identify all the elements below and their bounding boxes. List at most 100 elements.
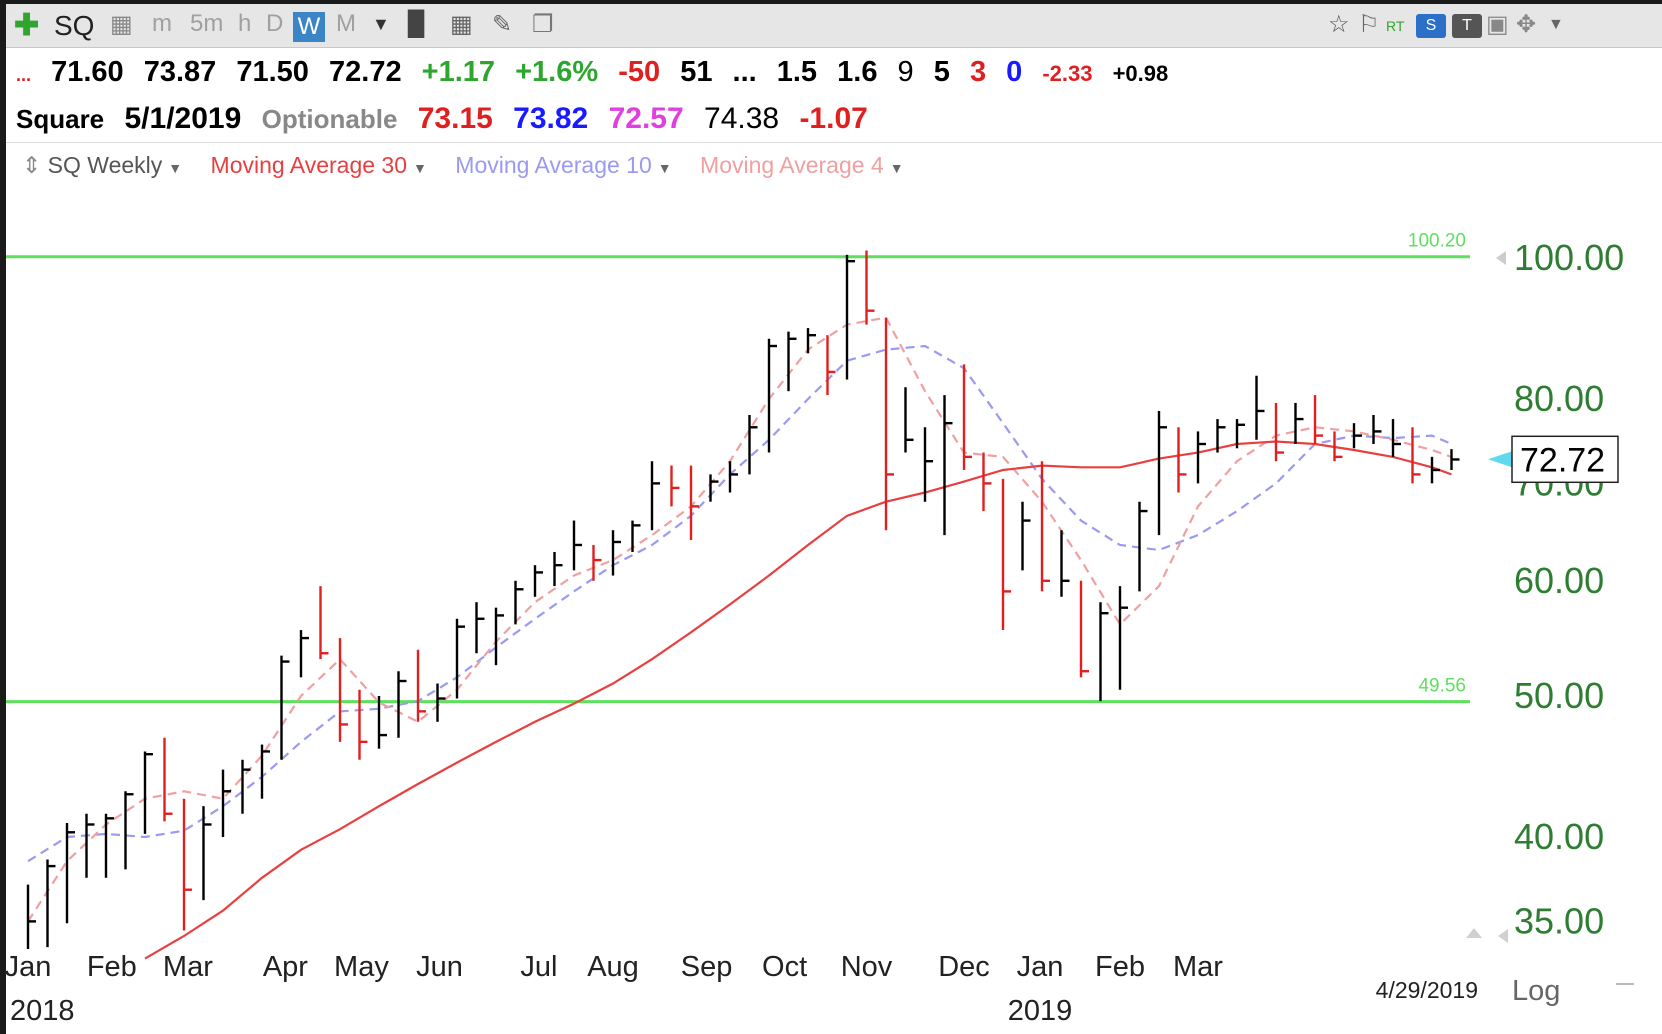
ohlc-bar (845, 254, 855, 380)
symbol-label[interactable]: SQ (54, 10, 95, 41)
ohlc-bar (826, 335, 836, 396)
x-axis-month-label: May (334, 951, 389, 983)
ohlc-bar (631, 520, 641, 552)
ohlc-bar (163, 737, 173, 822)
period-m[interactable]: m (152, 10, 172, 37)
header-value-4: 74.38 (704, 102, 780, 135)
drag-handle-icon[interactable]: ⇕ (22, 152, 42, 178)
ohlc-bar (611, 530, 621, 576)
realtime-label[interactable]: RT (1386, 18, 1405, 34)
chevron-down-icon[interactable]: ▼ (413, 160, 427, 176)
scroll-left-icon[interactable] (1498, 929, 1508, 943)
legend-ma4[interactable]: Moving Average 4 ▼ (700, 152, 904, 178)
quote-field-7: 5 (933, 56, 950, 88)
ohlc-bar (143, 751, 153, 834)
quote-field-2: 51 (680, 56, 713, 88)
x-axis-month-label: Sep (681, 951, 733, 983)
ohlc-bar (553, 551, 563, 587)
quote-close: 72.72 (329, 56, 402, 88)
ohlc-bar (1430, 456, 1440, 484)
quote-field-5: 1.6 (837, 56, 878, 88)
x-axis-month-label: Jan (1017, 951, 1064, 983)
end-date-label: 4/29/2019 (1376, 977, 1478, 1003)
x-axis-month-label: Jan (5, 951, 52, 983)
ohlc-bar (1060, 530, 1070, 597)
quote-field-3: ... (732, 56, 757, 88)
ohlc-bar (923, 427, 933, 502)
legend-ma4-label: Moving Average 4 (700, 152, 884, 178)
ohlc-bar (280, 655, 290, 760)
add-icon[interactable]: ✚ (14, 9, 40, 42)
ohlc-bar (455, 618, 465, 699)
quote-field-1: -50 (618, 56, 661, 88)
period-d[interactable]: D (266, 10, 284, 37)
legend-ma30[interactable]: Moving Average 30 ▼ (211, 152, 434, 178)
star-icon[interactable]: ☆ (1328, 11, 1350, 38)
legend-symbol[interactable]: ⇕ SQ Weekly ▼ (22, 152, 189, 178)
optionable-label: Optionable (261, 104, 398, 134)
ohlc-bar (514, 580, 524, 625)
ohlc-bar (65, 822, 75, 924)
legend-ma10-label: Moving Average 10 (455, 152, 652, 178)
ohlc-bar (202, 806, 212, 901)
quote-change-pct: +1.6% (515, 56, 599, 88)
ohlc-bar (904, 387, 914, 453)
move-icon[interactable]: ✥ (1516, 11, 1537, 38)
ohlc-bar (221, 769, 231, 838)
save-icon[interactable]: ▣ (1486, 11, 1509, 38)
period-5m[interactable]: 5m (190, 10, 224, 37)
ohlc-bar (689, 465, 699, 541)
ohlc-bar (748, 415, 758, 475)
ohlc-bar (1352, 423, 1362, 449)
scroll-up-icon[interactable] (1466, 928, 1482, 938)
ohlc-bar (943, 395, 953, 536)
x-axis-year-label: 2019 (1008, 995, 1073, 1027)
last-price-box (1511, 435, 1619, 484)
chevron-down-icon[interactable]: ▼ (657, 160, 672, 176)
ohlc-bar (1196, 431, 1206, 484)
ohlc-bar (865, 250, 875, 325)
grid-icon[interactable]: ▦ (450, 11, 473, 38)
link-icon[interactable]: ▦ (110, 11, 133, 38)
chart-toolbar: ✚ SQ ▦ m 5m h D W M ▼ ▉ ▦ ✎ ❐ ☆ ⚐ RT S T… (6, 0, 1662, 48)
ohlc-bar (1333, 431, 1343, 462)
ohlc-bar (85, 813, 95, 878)
ohlc-bar (1450, 449, 1460, 470)
ohlc-bar (1021, 501, 1031, 571)
chevron-down-icon[interactable]: ▼ (168, 160, 183, 176)
period-h[interactable]: h (238, 10, 252, 37)
log-scale-toggle[interactable]: Log (1512, 975, 1560, 1007)
quote-row: ... 71.60 73.87 71.50 72.72 +1.17 +1.6% … (16, 56, 1180, 100)
ohlc-bar (1118, 586, 1128, 690)
period-m-monthly[interactable]: M (336, 10, 356, 37)
ohlc-bar (962, 364, 972, 470)
trade-icon[interactable]: T (1452, 14, 1482, 38)
ohlc-bar (1079, 580, 1089, 678)
x-axis-month-label: Jun (416, 951, 463, 983)
instrument-row: Square 5/1/2019 Optionable 73.15 73.82 7… (16, 102, 880, 146)
ohlc-bar (241, 759, 251, 814)
bar-chart-icon[interactable]: ▉ (408, 11, 427, 38)
x-axis-year-label: 2018 (10, 995, 75, 1027)
quote-field-8: 3 (969, 56, 987, 88)
horizontal-line-label: 100.20 (1408, 231, 1466, 252)
stream-icon[interactable]: S (1416, 14, 1446, 38)
quote-field-9: 0 (1006, 56, 1023, 88)
flag-icon[interactable]: ⚐ (1358, 11, 1380, 38)
menu-chevron-icon[interactable]: ▼ (1548, 16, 1564, 33)
ohlc-bar (260, 744, 270, 799)
window-icon[interactable]: ❐ (532, 11, 554, 38)
x-axis-month-label: Oct (762, 951, 807, 983)
quote-field-11: +0.98 (1112, 61, 1169, 86)
x-axis-month-label: Jul (520, 951, 557, 983)
ohlc-bar (1177, 427, 1187, 493)
ohlc-bar (1391, 419, 1401, 457)
period-w[interactable]: W (293, 12, 325, 42)
header-value-5: -1.07 (799, 102, 868, 135)
pencil-icon[interactable]: ✎ (492, 11, 513, 38)
chevron-down-icon[interactable]: ▼ (889, 160, 904, 176)
ohlc-bar (338, 638, 348, 742)
chevron-down-icon[interactable]: ▼ (372, 14, 390, 34)
legend-ma10[interactable]: Moving Average 10 ▼ (455, 152, 678, 178)
